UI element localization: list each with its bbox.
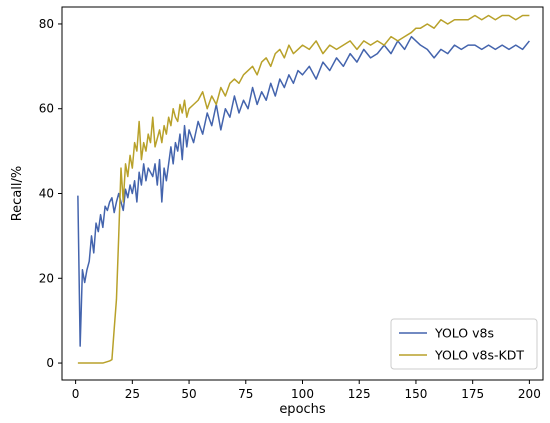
y-tick-label: 0 [46,356,54,370]
axis-ticks: 0 25 50 75 100 125 150 175 200 0 20 40 60 80 [39,17,541,401]
x-tick-label: 100 [291,387,314,401]
x-tick-label: 0 [72,387,80,401]
series-line-yolo-v8s [77,35,530,347]
x-tick-label: 50 [181,387,196,401]
legend: YOLO v8s YOLO v8s-KDT [390,318,538,370]
y-tick-label: 80 [39,17,54,31]
x-tick-label: 175 [461,387,484,401]
y-tick-label: 60 [39,102,54,116]
x-tick-label: 75 [238,387,253,401]
x-tick-label: 25 [125,387,140,401]
y-tick-label: 40 [39,187,54,201]
legend-box [390,318,538,370]
x-tick-label: 150 [404,387,427,401]
y-tick-label: 20 [39,271,54,285]
x-axis-label: epochs [279,402,326,417]
legend-entry-yolo-v8s-kdt: YOLO v8s-KDT [434,348,524,363]
x-tick-label: 125 [348,387,371,401]
legend-entry-yolo-v8s: YOLO v8s [434,326,494,341]
x-tick-label: 200 [518,387,541,401]
y-axis-label: Recall/% [10,166,25,222]
plot-area [77,14,530,364]
series-line-yolo-v8s-kdt [77,14,530,364]
